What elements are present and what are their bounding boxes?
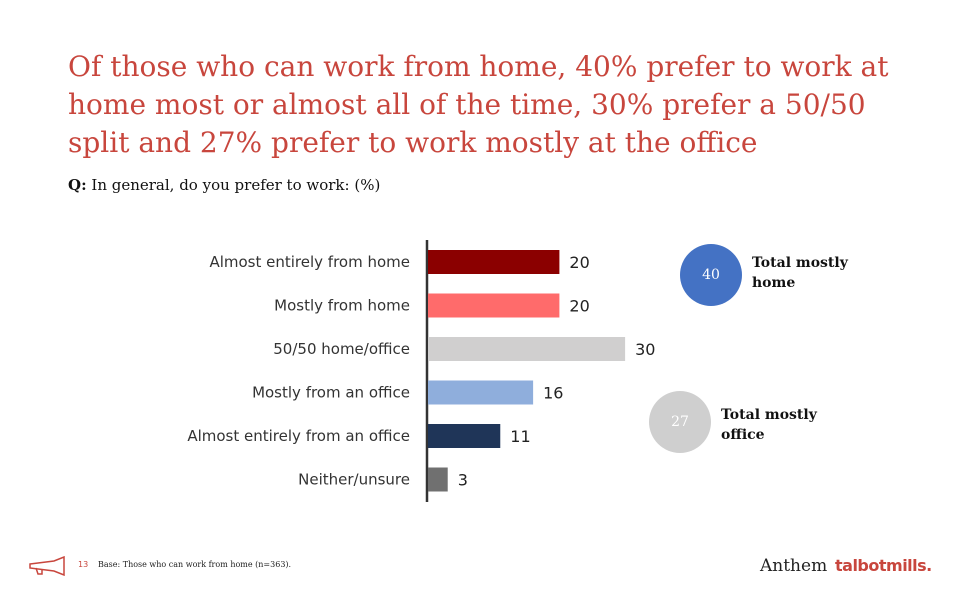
- bar: [428, 380, 534, 405]
- bar: [428, 424, 501, 448]
- category-label: Mostly from home: [274, 297, 410, 315]
- bar: [428, 250, 560, 274]
- horn-icon: [29, 556, 65, 576]
- category-label: Almost entirely from home: [209, 253, 410, 271]
- category-label: Almost entirely from an office: [187, 427, 410, 445]
- category-label: Mostly from an office: [252, 384, 410, 402]
- category-label: Neither/unsure: [298, 471, 410, 489]
- question-prefix: Q:: [68, 176, 87, 194]
- question-body: In general, do you prefer to work: (%): [91, 176, 381, 194]
- anthem-logo: Anthem: [760, 556, 828, 576]
- summary-label-office: Total mostly office: [721, 407, 817, 443]
- value-label: 20: [569, 297, 589, 316]
- bar: [428, 337, 626, 361]
- value-label: 30: [635, 340, 655, 359]
- page-title: Of those who can work from home, 40% pre…: [68, 50, 889, 159]
- question-text: Q: In general, do you prefer to work: (%…: [68, 176, 380, 194]
- summary-bubble-home: 40: [680, 244, 742, 306]
- bar: [428, 467, 448, 492]
- value-label: 3: [458, 471, 468, 490]
- base-note: Base: Those who can work from home (n=36…: [98, 560, 292, 569]
- bar-chart: Almost entirely from home 20 Mostly from h…: [187, 240, 655, 502]
- value-label: 11: [510, 427, 530, 446]
- page-number: 13: [78, 560, 89, 569]
- value-label: 16: [543, 384, 563, 403]
- value-label: 20: [569, 253, 589, 272]
- summary-bubble-office: 27: [649, 391, 711, 453]
- category-label: 50/50 home/office: [273, 340, 410, 358]
- summary-label-home: Total mostly home: [752, 255, 848, 291]
- talbotmills-logo: talbotmills.: [835, 556, 932, 575]
- bar: [428, 293, 560, 318]
